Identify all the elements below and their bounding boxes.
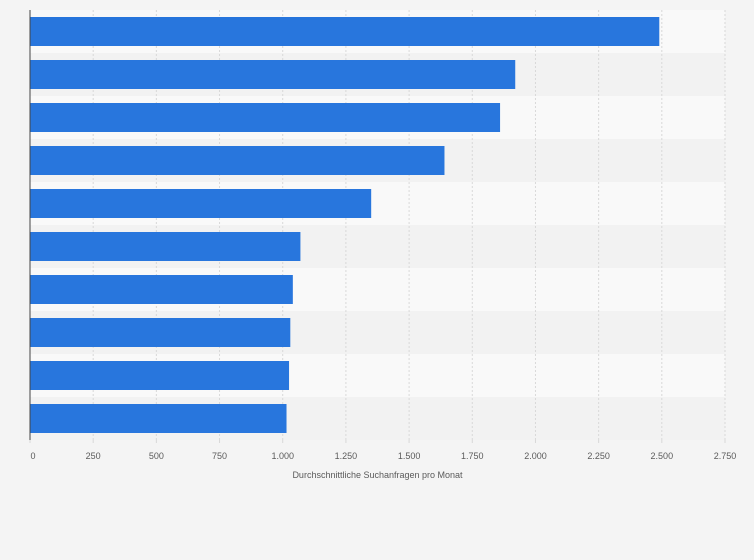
x-tick-label: 1.250 [335,451,358,461]
x-axis-ticks: 0 250 500 750 1.000 1.250 1.500 1.750 2.000 2.250… [29,440,737,461]
x-tick-label: 0 [30,451,35,461]
x-tick-label: 250 [86,451,101,461]
bar [30,232,301,261]
x-tick-label: 2.500 [651,451,674,461]
x-tick-label: 2.000 [524,451,547,461]
bar [30,189,372,218]
bars [30,17,660,433]
bar [30,318,291,347]
x-axis-title: Durchschnittliche Suchanfragen pro Monat [292,470,463,480]
x-tick-label: 1.500 [398,451,421,461]
bar [30,103,501,132]
bar [30,404,287,433]
bar [30,361,290,390]
x-tick-label: 1.000 [271,451,294,461]
x-tick-label: 1.750 [461,451,484,461]
x-tick-label: 2.750 [714,451,737,461]
x-tick-label: 2.250 [587,451,610,461]
bar [30,146,445,175]
x-tick-label: 500 [149,451,164,461]
bar [30,17,660,46]
x-tick-label: 750 [212,451,227,461]
bar [30,60,516,89]
bar [30,275,293,304]
